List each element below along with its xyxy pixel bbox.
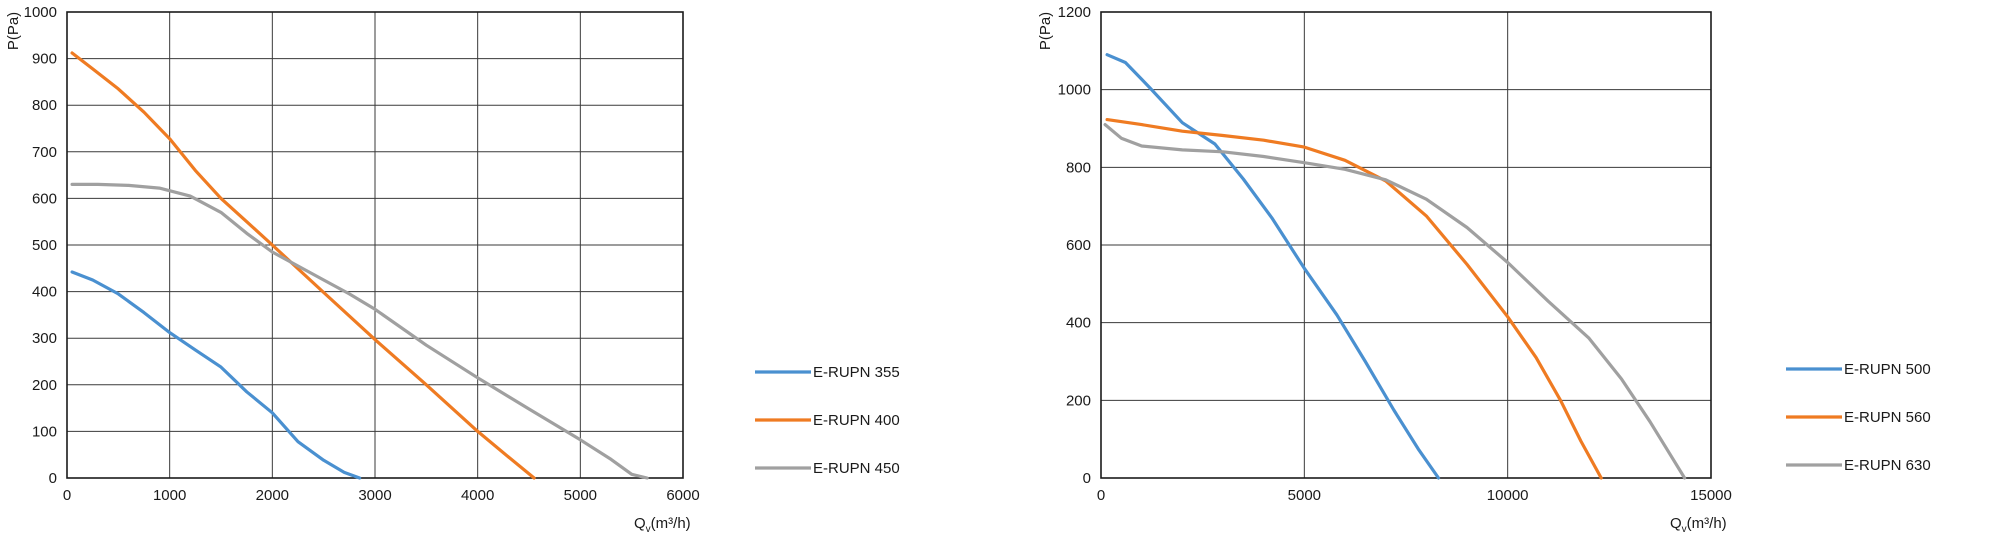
y-tick-label: 400 — [1066, 315, 1091, 332]
x-axis-label-main: Q — [634, 515, 646, 532]
series-line-e-rupn-560 — [1105, 118, 1603, 480]
legend: E-RUPN 355 E-RUPN 400 E-RUPN 450 — [755, 364, 900, 477]
y-tick-label: 300 — [32, 330, 57, 347]
x-tick-label: 4000 — [461, 487, 494, 504]
x-tick-label: 15000 — [1690, 487, 1732, 504]
x-tick-label: 6000 — [666, 487, 699, 504]
chart-right: 0 5000 10000 15000 0 200 400 600 800 1000 1200P(Pa… — [1037, 4, 1931, 535]
y-tick-label: 600 — [1066, 237, 1091, 254]
x-tick-label: 2000 — [256, 487, 289, 504]
series-line-e-rupn-355 — [70, 270, 362, 480]
legend-label: E-RUPN 500 — [1844, 361, 1931, 378]
y-tick-label: 500 — [32, 237, 57, 254]
plot-frame — [1100, 11, 1712, 479]
grid-lines — [67, 12, 683, 478]
legend-label: E-RUPN 400 — [813, 412, 900, 429]
legend-label: E-RUPN 450 — [813, 460, 900, 477]
series-line-e-rupn-450 — [70, 182, 649, 480]
plot-frame — [66, 11, 684, 479]
series-line-e-rupn-630 — [1103, 123, 1687, 480]
x-tick-label: 10000 — [1487, 487, 1529, 504]
x-axis-label-unit: (m³/h) — [651, 515, 691, 532]
y-tick-label: 800 — [1066, 159, 1091, 176]
legend: E-RUPN 500 E-RUPN 560 E-RUPN 630 — [1786, 361, 1931, 474]
grid-lines — [1101, 12, 1711, 478]
x-axis-label-unit: (m³/h) — [1687, 515, 1727, 532]
y-axis-label: P(Pa) — [5, 12, 22, 50]
y-axis-label: P(Pa) — [1037, 12, 1054, 50]
y-tick-label: 1000 — [24, 4, 57, 21]
legend-label: E-RUPN 630 — [1844, 457, 1931, 474]
x-axis-label: Qv(m³/h) — [634, 515, 691, 535]
y-tick-label: 800 — [32, 97, 57, 114]
x-tick-label: 5000 — [564, 487, 597, 504]
y-tick-label: 600 — [32, 190, 57, 207]
y-tick-label: 0 — [49, 470, 57, 487]
series-line-e-rupn-400 — [70, 51, 536, 480]
y-tick-label: 1000 — [1058, 82, 1091, 99]
x-axis-label: Qv(m³/h) — [1670, 515, 1727, 535]
x-axis-label-subscript: v — [1682, 524, 1687, 535]
legend-label: E-RUPN 355 — [813, 364, 900, 381]
y-tick-label: 400 — [32, 284, 57, 301]
x-tick-label: 0 — [63, 487, 71, 504]
x-axis-label-main: Q — [1670, 515, 1682, 532]
y-tick-label: 200 — [1066, 392, 1091, 409]
x-tick-label: 5000 — [1288, 487, 1321, 504]
y-tick-label: 700 — [32, 144, 57, 161]
y-tick-label: 200 — [32, 377, 57, 394]
x-tick-label: 0 — [1097, 487, 1105, 504]
x-tick-label: 1000 — [153, 487, 186, 504]
series-line-e-rupn-500 — [1105, 53, 1441, 480]
y-tick-label: 0 — [1083, 470, 1091, 487]
x-tick-label: 3000 — [358, 487, 391, 504]
y-tick-label: 900 — [32, 51, 57, 68]
y-tick-label: 100 — [32, 423, 57, 440]
legend-label: E-RUPN 560 — [1844, 409, 1931, 426]
x-axis-label-subscript: v — [646, 524, 651, 535]
chart-left: 0 1000 2000 3000 4000 5000 6000 0 100 200 300 400 50… — [5, 4, 900, 535]
y-tick-label: 1200 — [1058, 4, 1091, 21]
